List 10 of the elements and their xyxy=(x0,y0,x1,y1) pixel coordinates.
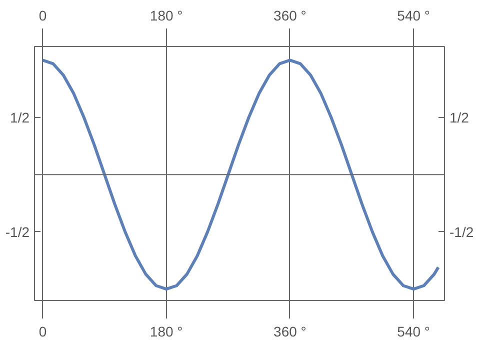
x-tick-label: 360 ° xyxy=(274,8,306,24)
x-tick-label: 180 ° xyxy=(150,8,183,24)
x2-tick-label: 0 xyxy=(38,324,47,340)
y2-tick-label: -1/2 xyxy=(450,224,474,240)
x-tick-label: 540 ° xyxy=(397,8,430,24)
x2-tick-label: 540 ° xyxy=(397,324,430,340)
x2-tick-label: 360 ° xyxy=(274,324,306,340)
x2-tick-label: 180 ° xyxy=(150,324,183,340)
y2-tick-label: 1/2 xyxy=(450,109,470,126)
x-tick-label: 0 xyxy=(38,8,47,24)
